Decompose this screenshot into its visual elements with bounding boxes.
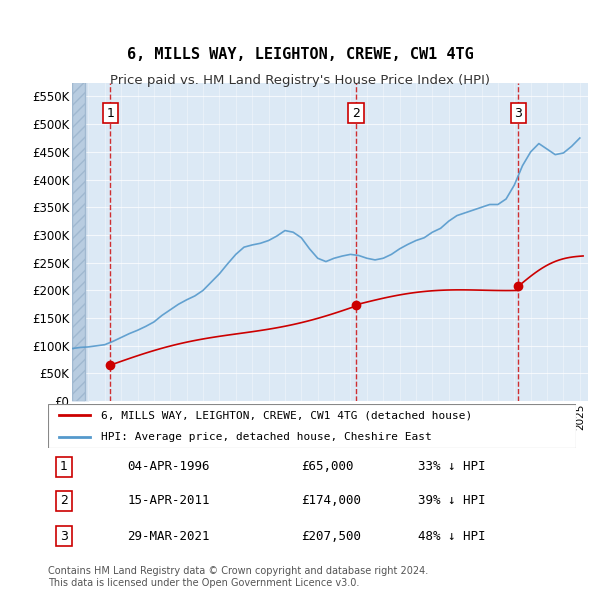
Text: £207,500: £207,500 (301, 529, 361, 543)
Text: 2: 2 (352, 107, 360, 120)
Text: 2: 2 (60, 494, 68, 507)
Text: £174,000: £174,000 (301, 494, 361, 507)
Text: 6, MILLS WAY, LEIGHTON, CREWE, CW1 4TG: 6, MILLS WAY, LEIGHTON, CREWE, CW1 4TG (127, 47, 473, 62)
Text: 1: 1 (106, 107, 114, 120)
Text: 3: 3 (514, 107, 523, 120)
Text: 04-APR-1996: 04-APR-1996 (127, 460, 210, 473)
Text: 48% ↓ HPI: 48% ↓ HPI (418, 529, 485, 543)
Text: Price paid vs. HM Land Registry's House Price Index (HPI): Price paid vs. HM Land Registry's House … (110, 74, 490, 87)
Text: 3: 3 (60, 529, 68, 543)
Text: 6, MILLS WAY, LEIGHTON, CREWE, CW1 4TG (detached house): 6, MILLS WAY, LEIGHTON, CREWE, CW1 4TG (… (101, 410, 472, 420)
Text: 15-APR-2011: 15-APR-2011 (127, 494, 210, 507)
Text: 29-MAR-2021: 29-MAR-2021 (127, 529, 210, 543)
Text: £65,000: £65,000 (301, 460, 354, 473)
Text: HPI: Average price, detached house, Cheshire East: HPI: Average price, detached house, Ches… (101, 432, 431, 442)
Text: 1: 1 (60, 460, 68, 473)
FancyBboxPatch shape (48, 404, 576, 448)
Text: Contains HM Land Registry data © Crown copyright and database right 2024.
This d: Contains HM Land Registry data © Crown c… (48, 566, 428, 588)
Text: 33% ↓ HPI: 33% ↓ HPI (418, 460, 485, 473)
Text: 39% ↓ HPI: 39% ↓ HPI (418, 494, 485, 507)
Bar (72, 69, 85, 401)
